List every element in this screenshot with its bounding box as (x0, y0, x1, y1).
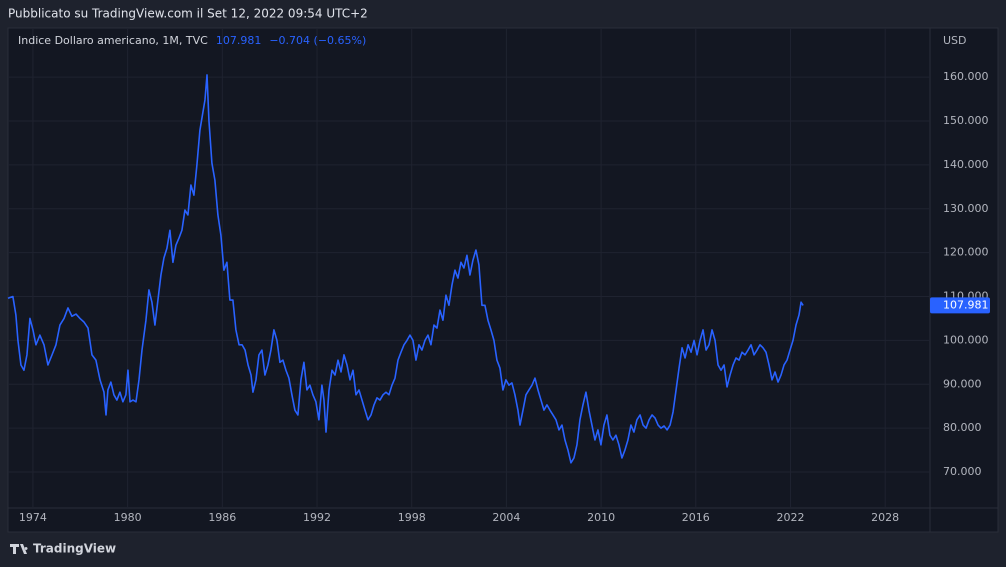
y-tick-label: 140.000 (943, 158, 989, 171)
brand-logo (10, 544, 28, 554)
x-tick-label: 2022 (776, 511, 804, 524)
y-tick-label: 100.000 (943, 333, 989, 346)
published-note: Pubblicato su TradingView.com il Set 12,… (8, 7, 368, 21)
x-tick-label: 1986 (208, 511, 236, 524)
currency: USD (943, 34, 967, 47)
plot (7, 74, 804, 464)
x-tick-label: 2028 (871, 511, 899, 524)
y-tick-label: 70.000 (943, 465, 982, 478)
change: −0.704 (−0.65%) (269, 34, 366, 47)
x-tick-label: 1980 (114, 511, 142, 524)
line-series (7, 74, 804, 464)
y-tick-label: 90.000 (943, 377, 982, 390)
x-tick-label: 2016 (682, 511, 710, 524)
grid (8, 28, 930, 508)
y-tick-label: 80.000 (943, 421, 982, 434)
x-tick-label: 1974 (19, 511, 47, 524)
chart-pane (7, 27, 999, 533)
last-value: 107.981 (216, 34, 262, 47)
y-tick-label: 130.000 (943, 202, 989, 215)
x-tick-label: 1992 (303, 511, 331, 524)
brand: TradingView (33, 542, 116, 556)
y-tick-label: 160.000 (943, 70, 989, 83)
y-tick-label: 120.000 (943, 246, 989, 259)
y-tick-label: 150.000 (943, 114, 989, 127)
x-tick-label: 2004 (492, 511, 520, 524)
last-price-label: 107.981 (943, 298, 989, 311)
x-tick-label: 1998 (398, 511, 426, 524)
series-name: Indice Dollaro americano, 1M, TVC (18, 34, 208, 47)
x-tick-label: 2010 (587, 511, 615, 524)
last-price-box (930, 297, 990, 314)
